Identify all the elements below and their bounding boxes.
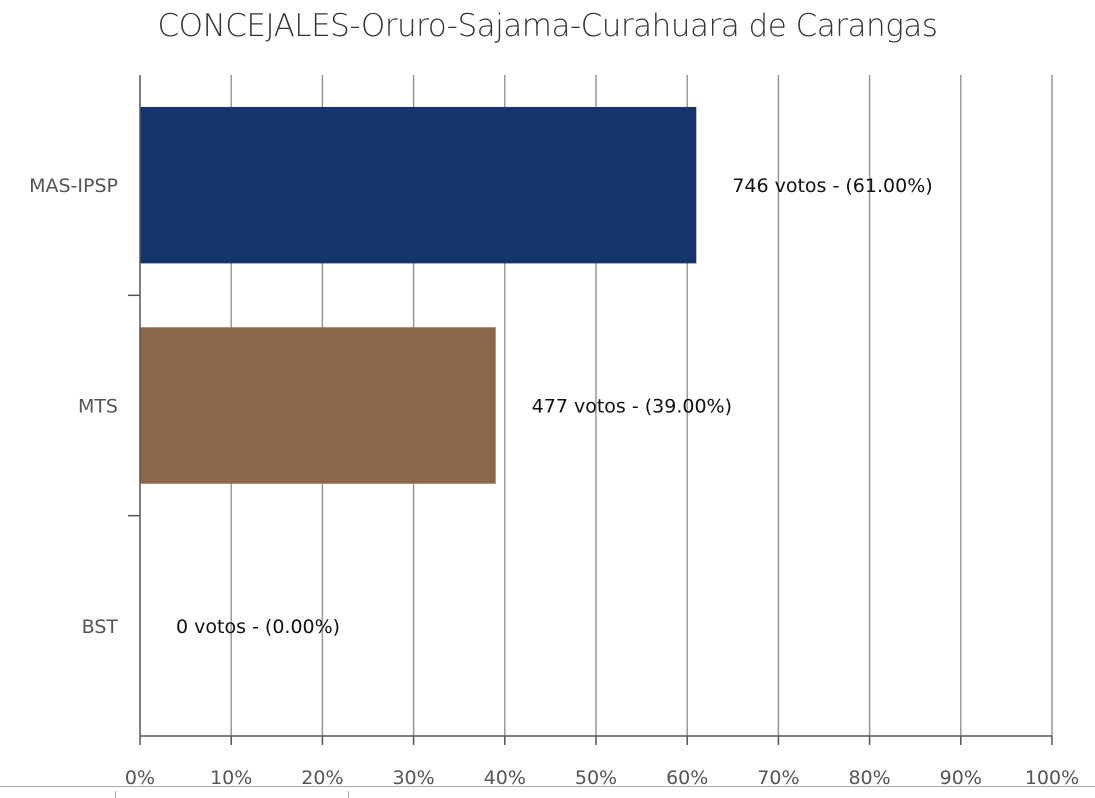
x-tick-label: 50% xyxy=(575,767,617,789)
y-category-label: MTS xyxy=(78,396,118,418)
y-category-label: MAS-IPSP xyxy=(29,175,118,197)
x-tick-label: 40% xyxy=(484,767,526,789)
x-tick-label: 100% xyxy=(1025,767,1079,789)
x-tick-label: 20% xyxy=(301,767,343,789)
footer-mark xyxy=(115,791,116,798)
chart-title: CONCEJALES-Oruro-Sajama-Curahuara de Car… xyxy=(157,8,938,44)
bar-mts xyxy=(140,327,496,484)
x-tick-label: 10% xyxy=(210,767,252,789)
x-tick-label: 30% xyxy=(392,767,434,789)
bar-mas-ipsp xyxy=(140,106,697,264)
data-label: 746 votos - (61.00%) xyxy=(732,175,932,197)
x-tick-label: 70% xyxy=(757,767,799,789)
y-category-label: BST xyxy=(82,616,119,638)
x-tick-label: 60% xyxy=(666,767,708,789)
footer-divider xyxy=(0,786,1095,787)
data-label: 477 votos - (39.00%) xyxy=(532,396,732,418)
data-label: 0 votos - (0.00%) xyxy=(176,616,340,638)
x-tick-label: 80% xyxy=(848,767,890,789)
x-tick-label: 90% xyxy=(940,767,982,789)
x-tick-label: 0% xyxy=(125,767,155,789)
footer-mark xyxy=(348,791,349,798)
